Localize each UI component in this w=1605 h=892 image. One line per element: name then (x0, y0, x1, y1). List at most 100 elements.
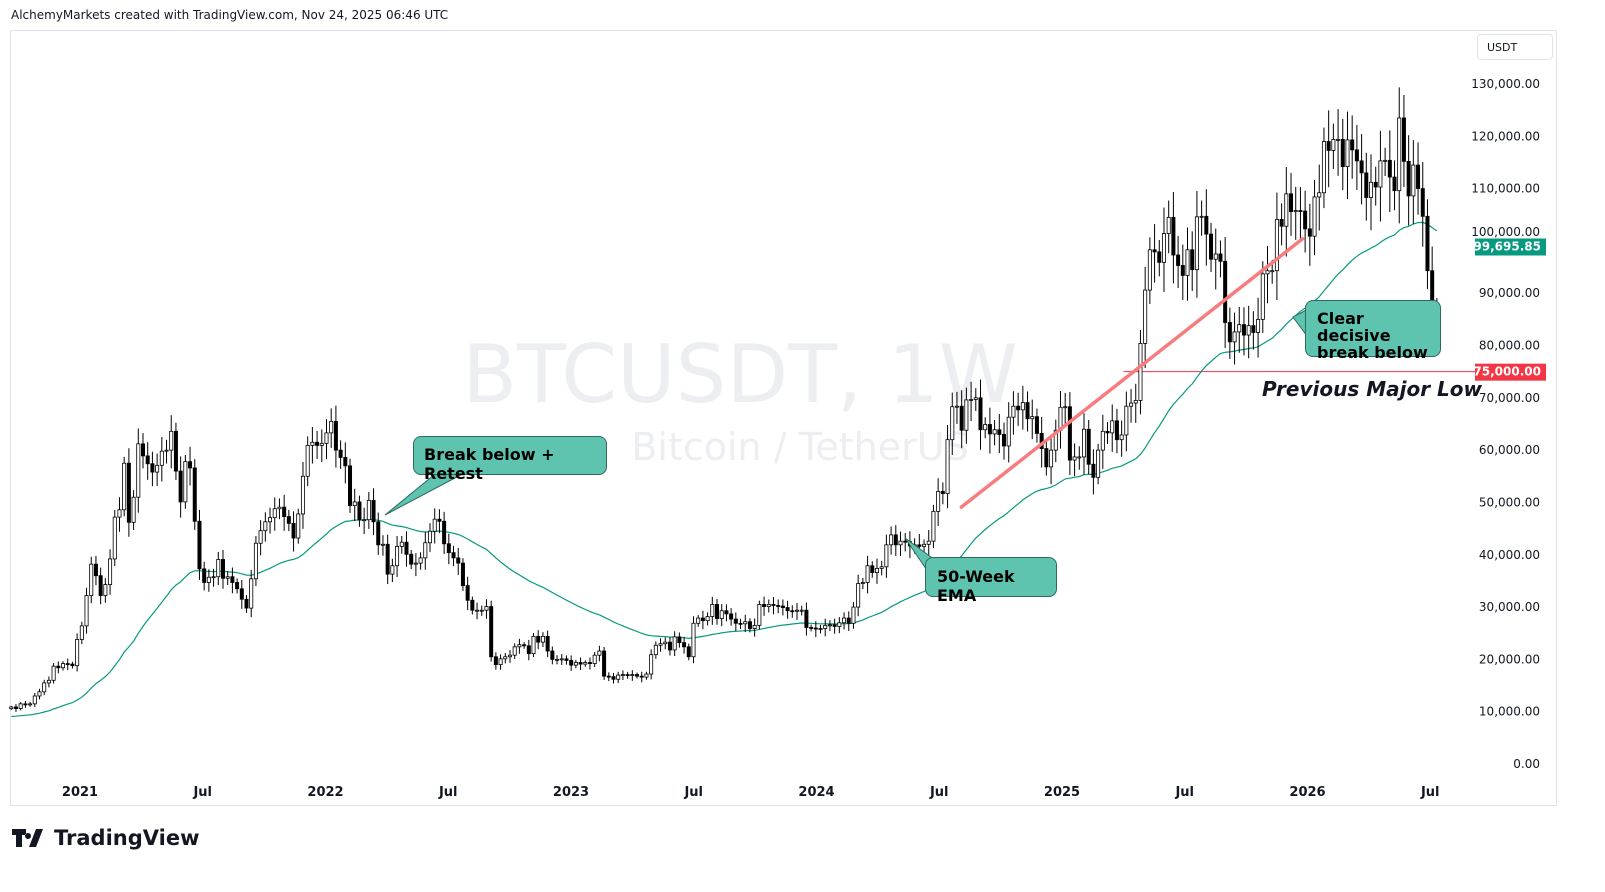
candle (1129, 389, 1134, 423)
callout-break-retest[interactable]: Break below + Retest (413, 436, 607, 483)
candle (409, 549, 414, 570)
candle (686, 643, 691, 661)
candle (319, 429, 324, 463)
candle (1086, 419, 1091, 475)
candle (1354, 125, 1359, 191)
candle-body-up (992, 429, 997, 435)
candle (587, 657, 592, 670)
y-tick-label: 0.00 (1513, 757, 1540, 771)
candle (1016, 392, 1021, 426)
y-tick-label: 10,000.00 (1479, 705, 1540, 719)
candle (1204, 189, 1209, 266)
candle (564, 655, 569, 665)
candle (442, 511, 447, 555)
candle-body-up (531, 635, 536, 655)
candle-body-up (1119, 434, 1124, 441)
candle-body-down (569, 660, 574, 666)
candle (644, 671, 649, 680)
chart-frame (10, 30, 1557, 806)
candle (1171, 192, 1176, 284)
candle-body-up (649, 654, 654, 675)
candle (1209, 222, 1214, 273)
candle-body-up (1232, 331, 1237, 343)
candle-body-down (846, 617, 851, 624)
candle (197, 509, 202, 580)
candle (263, 512, 268, 542)
candle-body-down (343, 457, 348, 467)
candle-body-up (1265, 270, 1270, 275)
candle (959, 390, 964, 449)
candle-body-up (9, 706, 14, 710)
candle-body-up (954, 405, 959, 408)
candle (1091, 449, 1096, 495)
candle (1298, 187, 1303, 240)
candle-body-up (583, 662, 588, 665)
candle-body-up (1378, 160, 1383, 188)
candle (559, 654, 564, 666)
candle (244, 595, 249, 613)
candle-body-up (1166, 216, 1171, 234)
candle (874, 558, 879, 584)
candle-body-down (357, 501, 362, 521)
candle (65, 658, 70, 671)
candle (315, 430, 320, 460)
candle-body-down (762, 604, 767, 607)
candle (1251, 311, 1256, 350)
candle-body-up (46, 679, 51, 684)
candle-body-down (997, 429, 1002, 435)
candle-body-down (126, 462, 131, 523)
candle-body-up (42, 682, 47, 693)
candle-body-up (32, 695, 37, 705)
candle (672, 631, 677, 657)
y-tick-label: 80,000.00 (1479, 339, 1540, 353)
candle-body-up (1081, 428, 1086, 458)
candle (540, 632, 545, 648)
candle (555, 655, 560, 665)
callout-clear-break[interactable]: Clear decisive break below (1305, 300, 1441, 361)
candle (616, 671, 621, 684)
candle (757, 600, 762, 630)
candle (305, 436, 310, 487)
candle-body-up (837, 622, 842, 627)
candle (630, 670, 635, 681)
currency-unit-button[interactable]: USDT (1477, 34, 1553, 60)
candle (475, 602, 480, 620)
candle-body-down (1223, 260, 1228, 323)
tradingview-logo[interactable]: TradingView (12, 826, 199, 850)
candle-body-up (380, 543, 385, 546)
candle (159, 437, 164, 482)
candle-body-up (272, 508, 277, 519)
candle (343, 442, 348, 484)
candle-body-up (1331, 139, 1336, 151)
candle-body-up (1336, 139, 1341, 141)
candle (136, 428, 141, 513)
candle (117, 497, 122, 532)
candle (23, 700, 28, 708)
candle-body-down (978, 397, 983, 431)
candle (399, 535, 404, 554)
candle-body-up (263, 521, 268, 532)
candle-body-down (1190, 249, 1195, 271)
candle (766, 599, 771, 613)
candle (28, 701, 33, 707)
candle (108, 549, 113, 595)
candle (404, 531, 409, 567)
support-trendline[interactable] (959, 237, 1305, 509)
candle (776, 599, 781, 614)
candle (649, 649, 654, 680)
candle (870, 561, 875, 578)
x-tick-label: 2025 (1044, 785, 1080, 800)
candle-body-up (268, 517, 273, 523)
callout-50-week-ema[interactable]: 50-Week EMA (925, 557, 1057, 605)
y-tick-label: 40,000.00 (1479, 548, 1540, 562)
candle-body-up (1312, 196, 1317, 237)
candle (592, 652, 597, 668)
candle-body-down (587, 662, 592, 664)
candle (978, 379, 983, 450)
candle (1190, 231, 1195, 291)
candle-body-up (658, 643, 663, 646)
candle (446, 533, 451, 565)
previous-major-low-label: Previous Major Low (1262, 377, 1482, 401)
candle (969, 381, 974, 421)
